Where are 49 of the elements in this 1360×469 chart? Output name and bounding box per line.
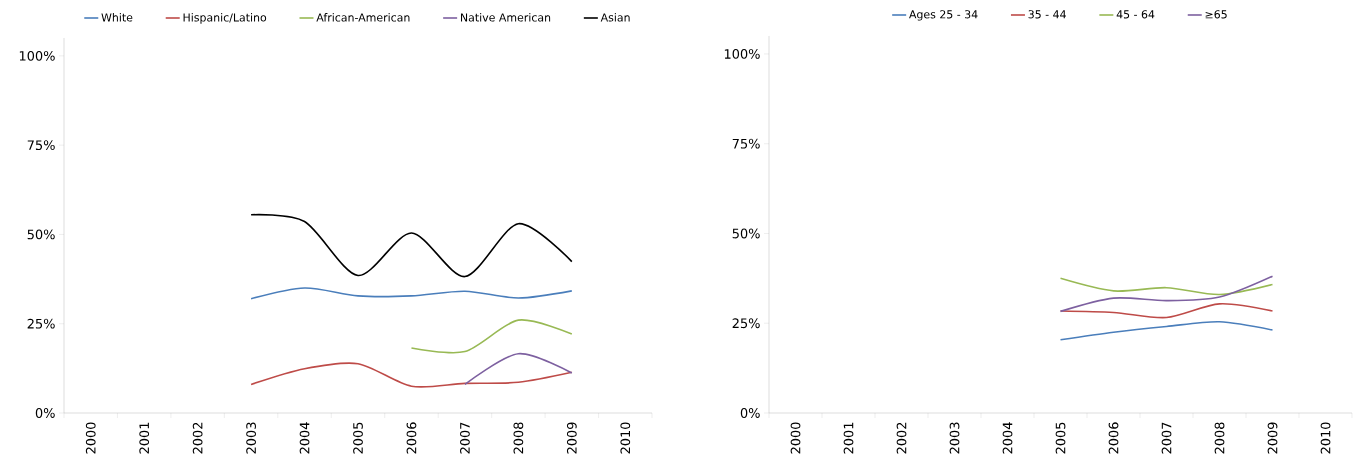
legend-label: Ages 25 - 34 [909, 10, 978, 21]
line-series [250, 362, 573, 388]
line-series [1059, 320, 1274, 341]
line-series [1059, 303, 1274, 319]
x-tick-label: 2004 [299, 422, 310, 454]
legend-label: Native American [461, 13, 551, 22]
x-tick-label: 2001 [139, 422, 150, 454]
x-tick-label: 2003 [949, 422, 960, 454]
x-tick-label: 2007 [460, 422, 470, 454]
y-tick-label: 50% [27, 229, 55, 240]
y-tick-label: 100% [19, 50, 55, 61]
line-series [410, 319, 573, 354]
x-tick-label: 2002 [192, 422, 203, 454]
x-tick-label: 2008 [513, 422, 524, 454]
line-series [250, 287, 573, 300]
x-tick-label: 2006 [1108, 422, 1119, 454]
y-tick-label: 0% [35, 408, 55, 418]
x-tick-label: 2010 [620, 422, 631, 454]
x-tick-label: 2003 [246, 422, 256, 454]
x-tick-label: 2006 [406, 422, 417, 454]
y-tick-label: 50% [732, 228, 760, 239]
x-tick-label: 2004 [1002, 422, 1013, 454]
legend-label: Asian [600, 13, 630, 22]
line-series [1059, 275, 1274, 313]
legend-label: 35 - 44 [1028, 10, 1066, 19]
y-tick-label: 100% [724, 49, 760, 59]
y-tick-label: 25% [27, 318, 55, 329]
legend-label: African-American [316, 13, 410, 22]
line-series [1059, 277, 1274, 296]
line-series [250, 213, 573, 278]
legend-label: Hispanic/Latino [183, 13, 267, 24]
x-tick-label: 2002 [896, 422, 907, 454]
y-tick-label: 75% [27, 140, 55, 151]
x-tick-label: 2005 [353, 422, 363, 454]
legend-label: ≥65 [1205, 10, 1227, 19]
x-tick-label: 2000 [85, 422, 96, 454]
y-tick-label: 0% [740, 408, 760, 418]
legend-label: 45 - 64 [1116, 10, 1155, 19]
x-tick-label: 2000 [790, 422, 801, 454]
y-tick-label: 25% [732, 318, 760, 329]
x-tick-label: 2008 [1214, 422, 1225, 454]
x-tick-label: 2001 [843, 422, 854, 454]
x-tick-label: 2010 [1320, 422, 1331, 454]
x-tick-label: 2005 [1055, 422, 1066, 454]
x-tick-label: 2007 [1161, 422, 1172, 454]
legend-label: White [101, 13, 133, 22]
x-tick-label: 2009 [566, 422, 577, 454]
y-tick-label: 75% [732, 138, 760, 149]
x-tick-label: 2009 [1267, 422, 1278, 454]
